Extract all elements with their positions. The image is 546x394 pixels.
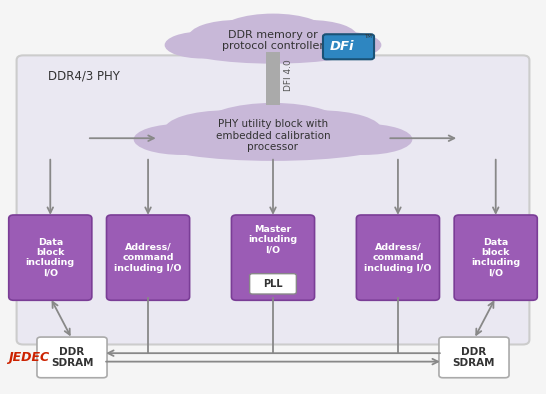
Text: DDR4/3 PHY: DDR4/3 PHY <box>48 70 120 83</box>
Ellipse shape <box>262 20 358 53</box>
Ellipse shape <box>258 110 382 149</box>
Ellipse shape <box>165 32 240 58</box>
Text: DDR
SDRAM: DDR SDRAM <box>453 347 495 368</box>
Ellipse shape <box>156 125 390 161</box>
Ellipse shape <box>182 33 364 64</box>
Text: PHY utility block with
embedded calibration
processor: PHY utility block with embedded calibrat… <box>216 119 330 152</box>
Bar <box>266 52 280 105</box>
Ellipse shape <box>203 103 343 147</box>
FancyBboxPatch shape <box>37 337 107 378</box>
FancyBboxPatch shape <box>439 337 509 378</box>
Text: TM: TM <box>364 35 371 39</box>
Ellipse shape <box>134 124 230 155</box>
Text: PLL: PLL <box>263 279 283 289</box>
Text: DFI 4.0: DFI 4.0 <box>284 59 293 91</box>
Text: DDR memory or
protocol controller: DDR memory or protocol controller <box>222 30 324 51</box>
FancyBboxPatch shape <box>323 34 374 59</box>
Ellipse shape <box>188 20 284 53</box>
FancyBboxPatch shape <box>232 215 314 300</box>
Text: Data
block
including
I/O: Data block including I/O <box>471 238 520 278</box>
FancyBboxPatch shape <box>454 215 537 300</box>
FancyBboxPatch shape <box>106 215 189 300</box>
Ellipse shape <box>316 124 412 155</box>
Text: DDR
SDRAM: DDR SDRAM <box>51 347 93 368</box>
Text: JEDEC: JEDEC <box>8 351 49 364</box>
Text: Address/
command
including I/O: Address/ command including I/O <box>364 243 432 273</box>
Ellipse shape <box>218 14 328 52</box>
FancyBboxPatch shape <box>250 274 296 294</box>
Text: DFi: DFi <box>330 40 354 53</box>
Ellipse shape <box>164 110 288 149</box>
Text: Data
block
including
I/O: Data block including I/O <box>26 238 75 278</box>
FancyBboxPatch shape <box>16 56 530 344</box>
Ellipse shape <box>306 32 381 58</box>
FancyBboxPatch shape <box>357 215 440 300</box>
Text: Master
including
I/O: Master including I/O <box>248 225 298 255</box>
Text: Address/
command
including I/O: Address/ command including I/O <box>114 243 182 273</box>
FancyBboxPatch shape <box>9 215 92 300</box>
